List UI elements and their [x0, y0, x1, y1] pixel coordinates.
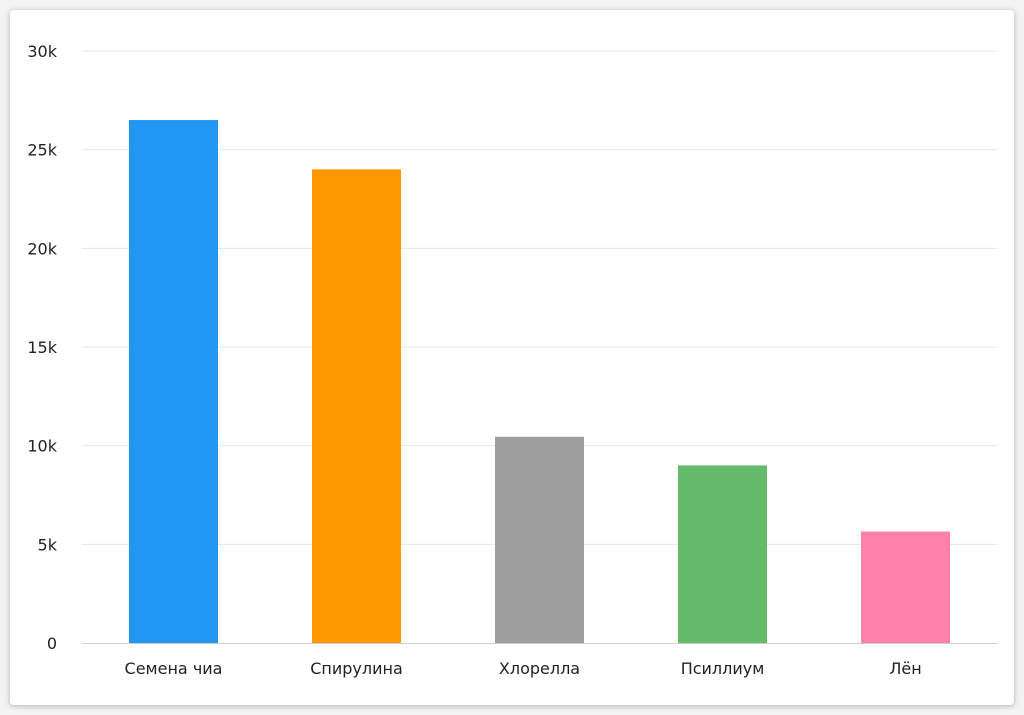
bars — [129, 120, 950, 644]
y-tick-label: 30k — [27, 42, 57, 61]
y-tick-label: 10k — [27, 437, 57, 456]
bar[interactable] — [861, 531, 950, 643]
y-tick-label: 25k — [27, 141, 57, 160]
y-tick-label: 15k — [27, 338, 57, 357]
bar[interactable] — [312, 169, 401, 643]
bar[interactable] — [129, 120, 218, 644]
y-tick-label: 20k — [27, 239, 57, 258]
x-tick-label: Лён — [889, 659, 921, 678]
bar[interactable] — [495, 436, 584, 643]
x-tick-label: Спирулина — [310, 659, 403, 678]
labels: 0 5k 10k 15k 20k 25k 30k Семена чиа Спирулина Хло… — [27, 42, 921, 678]
y-tick-label: 5k — [38, 535, 58, 554]
x-tick-label: Хлорелла — [499, 659, 580, 678]
bar[interactable] — [678, 465, 767, 643]
y-tick-label: 0 — [47, 634, 57, 653]
x-tick-label: Семена чиа — [125, 659, 223, 678]
x-tick-label: Псиллиум — [681, 659, 765, 678]
